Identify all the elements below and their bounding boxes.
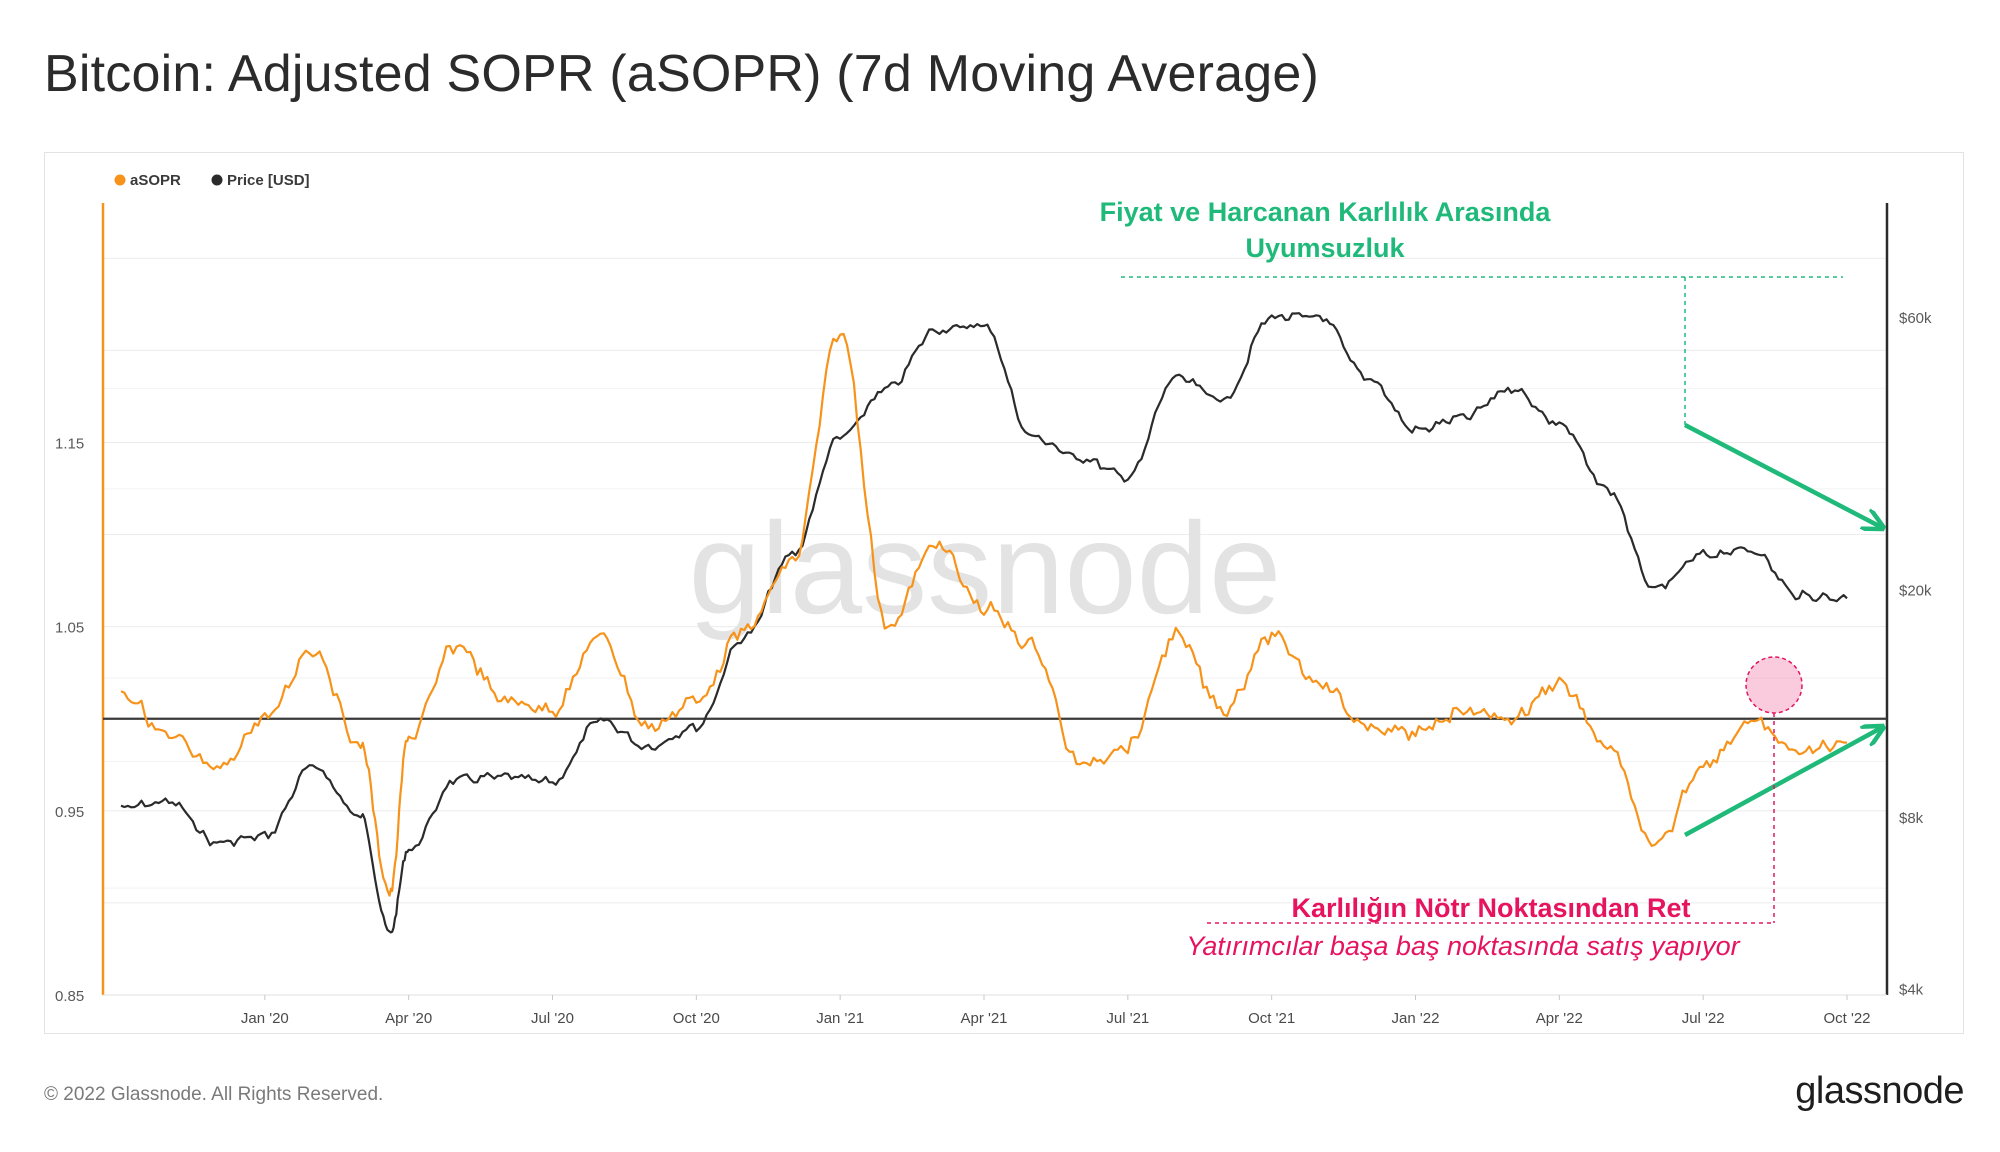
y-right-tick-label: $4k (1899, 982, 1924, 999)
legend-marker (114, 174, 126, 186)
asopr-price-chart: glassnode 1.15 1.05 0.95 0.85 $60k $20k $8k $4k… (55, 172, 1932, 1027)
price-down-arrow (1683, 423, 1881, 527)
asopr-up-arrow (1683, 728, 1881, 837)
y-right-tick-label: $60k (1899, 310, 1932, 327)
series-layer (120, 312, 1848, 934)
chart-legend[interactable]: aSOPR Price [USD] (114, 172, 310, 189)
asopr-series-line (120, 332, 1848, 897)
rejection-highlight-circle (1745, 656, 1803, 714)
rejection-subtitle: Yatırımcılar başa baş noktasında satış y… (1186, 931, 1740, 961)
x-tick-label: Apr '22 (1536, 1010, 1583, 1027)
chart-container: glassnode 1.15 1.05 0.95 0.85 $60k $20k $8k $4k… (44, 152, 1964, 1034)
page-title: Bitcoin: Adjusted SOPR (aSOPR) (7d Movin… (44, 45, 1319, 103)
axes: 1.15 1.05 0.95 0.85 $60k $20k $8k $4k Jan '20 Apr… (55, 203, 1932, 1027)
glassnode-logo[interactable]: glassnode (1795, 1070, 1964, 1112)
x-tick-label: Oct '21 (1248, 1010, 1295, 1027)
divergence-annotation: Fiyat ve Harcanan Karlılık Arasında Uyums… (1100, 197, 1881, 837)
rejection-annotation: Karlılığın Nötr Noktasından Ret Yatırımcı… (1186, 656, 1803, 961)
y-left-tick-label: 0.95 (55, 804, 84, 821)
x-tick-label: Jul '22 (1682, 1010, 1725, 1027)
legend-label: aSOPR (130, 172, 181, 189)
price-series-line (120, 312, 1848, 934)
x-tick-label: Jul '20 (531, 1010, 574, 1027)
legend-marker (211, 174, 223, 186)
watermark-text: glassnode (689, 495, 1282, 641)
x-tick-label: Jan '20 (241, 1010, 289, 1027)
x-tick-label: Jan '22 (1392, 1010, 1440, 1027)
y-left-tick-label: 1.05 (55, 620, 84, 637)
divergence-title-line2: Uyumsuzluk (1245, 233, 1405, 263)
legend-label: Price [USD] (227, 172, 310, 189)
x-tick-label: Oct '20 (673, 1010, 720, 1027)
rejection-title: Karlılığın Nötr Noktasından Ret (1291, 893, 1690, 923)
annotations: Fiyat ve Harcanan Karlılık Arasında Uyums… (1100, 197, 1881, 961)
x-tick-label: Jul '21 (1106, 1010, 1149, 1027)
x-tick-label: Apr '20 (385, 1010, 432, 1027)
x-tick-label: Oct '22 (1823, 1010, 1870, 1027)
y-right-tick-label: $20k (1899, 582, 1932, 599)
divergence-title-line1: Fiyat ve Harcanan Karlılık Arasında (1100, 197, 1552, 227)
copyright-text: © 2022 Glassnode. All Rights Reserved. (44, 1084, 384, 1105)
x-tick-label: Apr '21 (960, 1010, 1007, 1027)
y-left-tick-label: 1.15 (55, 435, 84, 452)
x-tick-label: Jan '21 (816, 1010, 864, 1027)
y-left-tick-label: 0.85 (55, 988, 84, 1005)
y-right-tick-label: $8k (1899, 810, 1924, 827)
